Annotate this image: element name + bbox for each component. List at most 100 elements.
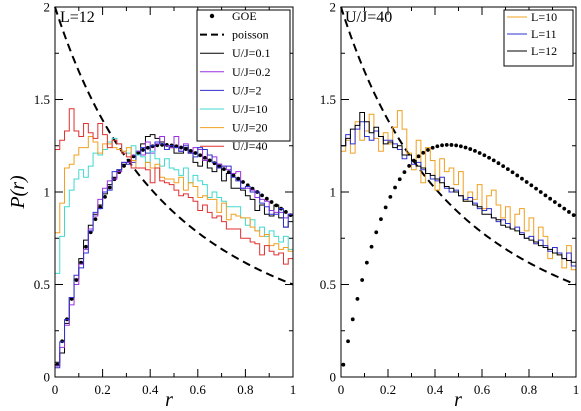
y-tick-label: 1.5 [320,92,336,107]
legend-label: U/J=20 [232,121,267,135]
goe-point [505,167,510,172]
goe-point [440,143,444,148]
legend-label: U/J=0.2 [232,65,270,79]
histogram-step-line [55,136,293,252]
goe-point [557,203,562,208]
right-axis-ticks: 0 0.2 0.4 0.6 0.8 1 0 0.5 1 1.5 2 [320,0,580,397]
goe-point [487,155,491,160]
goe-point [444,142,449,147]
right-legend-box [503,9,574,67]
goe-point [473,149,477,153]
x-tick-label: 0.4 [427,382,444,397]
right-plot-area [340,6,577,367]
panel-right: 0 0.2 0.4 0.6 0.8 100.511.52 U/J=40 r L=10L=1… [320,0,580,411]
goe-point [482,153,487,158]
right-legend: L=10 L=11 L=12 [503,9,574,67]
histogram-step-line [55,108,293,265]
series-u-j-10 [55,137,293,274]
goe-point [69,297,74,301]
poisson-curve [340,6,577,286]
goe-point [463,145,468,150]
goe-point [416,154,421,159]
y-tick-label: 0 [330,370,337,385]
x-tick-label: 0.6 [474,382,491,397]
goe-point [103,194,107,199]
goe-point [212,161,217,166]
goe-point [60,339,65,344]
x-tick-label: 0.8 [237,382,253,397]
goe-point [207,158,212,163]
goe-point [407,164,412,168]
y-tick-label: 0 [44,370,51,385]
goe-point [543,193,548,198]
goe-point [184,147,188,151]
legend-label: poisson [232,28,269,42]
x-tick-label: 0.8 [521,382,537,397]
goe-point [383,205,388,210]
goe-point [477,151,482,155]
goe-point [122,164,126,168]
histogram-step-line [341,111,576,263]
goe-point [454,143,459,148]
goe-point [93,217,98,222]
goe-point [379,217,383,222]
goe-point [496,161,501,166]
series-l-12 [341,111,576,263]
goe-point [567,210,571,214]
goe-point [552,200,557,204]
goe-point [458,144,463,149]
goe-point [402,170,407,175]
goe-point [84,244,88,249]
goe-point [260,193,264,198]
y-tick-label: 1 [44,185,51,200]
goe-point [515,173,520,178]
series-goe [55,142,293,367]
panel-left: 0 0.2 0.4 0.6 0.8 1 0 0.5 1 1.5 2 L=12 r P(r) GOE p… [7,0,296,411]
goe-point [430,145,435,150]
series-u-j-2 [55,141,293,369]
goe-point [355,297,360,301]
goe-point [145,145,150,150]
left-x-axis-label: r [165,389,173,411]
goe-point [510,170,515,175]
goe-point [548,196,553,201]
legend-label: L=12 [531,44,557,58]
left-legend: GOE poisson U/J=0.1 U/J=0.2 U/J=2 U/J=10 U/J=2… [196,9,291,153]
goe-point [350,317,355,322]
left-panel-label: L=12 [60,9,95,26]
legend-label: GOE [232,9,257,23]
goe-point [264,196,269,201]
legend-marker [209,13,215,19]
goe-point [179,145,184,150]
series-u-j-0-2 [55,136,293,367]
goe-point [449,143,454,147]
goe-point [393,185,397,190]
legend-label: L=10 [531,10,557,24]
goe-point [520,176,524,181]
y-tick-label: 0.5 [320,277,336,292]
series-goe [341,142,576,367]
x-tick-label: 0.2 [380,382,396,397]
x-tick-label: 1 [573,382,580,397]
series-u-j-40 [55,108,293,265]
legend-label: U/J=0.1 [232,46,270,60]
poisson-curve [54,6,294,286]
legend-label: U/J=2 [232,83,261,97]
y-tick-label: 2 [330,0,337,15]
goe-point [468,147,473,151]
goe-point [360,278,365,282]
goe-point [236,176,241,181]
goe-point [141,148,145,152]
x-tick-label: 0 [338,382,345,397]
goe-point [491,158,496,163]
goe-point [107,185,112,190]
legend-label: U/J=10 [232,102,267,116]
histogram-step-line [55,136,293,367]
goe-point [435,144,440,149]
y-tick-label: 2 [44,0,51,15]
goe-point [421,150,426,155]
x-tick-label: 0.6 [190,382,207,397]
goe-point [562,206,567,211]
goe-point [426,148,430,152]
